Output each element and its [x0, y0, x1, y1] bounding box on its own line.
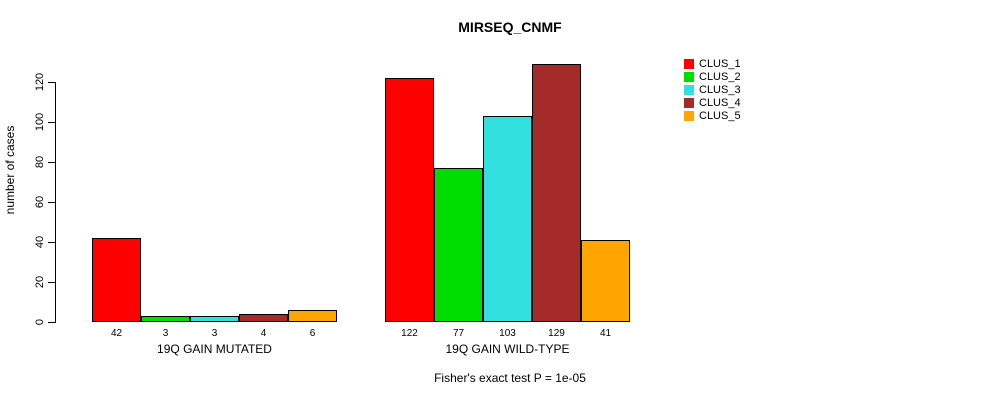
y-axis-tick-label: 40	[34, 235, 46, 249]
legend: CLUS_1 CLUS_2 CLUS_3 CLUS_4 CLUS_5	[684, 57, 741, 122]
legend-swatch	[684, 110, 694, 121]
legend-swatch	[684, 71, 694, 82]
y-axis-line	[55, 82, 56, 323]
y-axis-tick-label: 0	[34, 318, 46, 326]
bar-value-label: 41	[599, 328, 612, 339]
bar-value-label: 3	[211, 328, 218, 339]
chart-title: MIRSEQ_CNMF	[458, 19, 562, 35]
legend-item: CLUS_2	[684, 70, 741, 83]
legend-label: CLUS_5	[699, 109, 741, 122]
bar-clus_3-group2	[483, 116, 532, 322]
legend-label: CLUS_3	[699, 83, 741, 96]
bar-value-label: 122	[401, 328, 418, 339]
bar-clus_4-group2	[532, 64, 581, 322]
y-axis-tick-label: 20	[34, 275, 46, 289]
footnote: Fisher's exact test P = 1e-05	[434, 371, 586, 385]
legend-item: CLUS_1	[684, 57, 741, 70]
bar-value-label: 77	[452, 328, 465, 339]
bar-clus_5-group2	[581, 240, 630, 322]
legend-item: CLUS_5	[684, 109, 741, 122]
y-axis-tick	[48, 322, 55, 323]
bar-value-label: 6	[309, 328, 316, 339]
bar-clus_4-group1	[239, 314, 288, 322]
y-axis-tick	[48, 282, 55, 283]
bar-clus_3-group1	[190, 316, 239, 322]
bar-value-label: 42	[110, 328, 123, 339]
legend-swatch	[684, 84, 694, 95]
legend-swatch	[684, 58, 694, 69]
legend-item: CLUS_4	[684, 96, 741, 109]
y-axis-tick	[48, 242, 55, 243]
legend-label: CLUS_1	[699, 57, 741, 70]
y-axis-tick	[48, 162, 55, 163]
bar-value-label: 103	[499, 328, 516, 339]
legend-swatch	[684, 97, 694, 108]
group-label: 19Q GAIN MUTATED	[157, 342, 272, 356]
y-axis-tick	[48, 122, 55, 123]
bar-value-label: 3	[162, 328, 169, 339]
legend-label: CLUS_4	[699, 96, 741, 109]
bar-clus_1-group1	[92, 238, 141, 322]
y-axis-tick-label: 80	[34, 155, 46, 169]
y-axis-tick	[48, 82, 55, 83]
y-axis-tick-label: 120	[34, 72, 46, 92]
bar-value-label: 129	[548, 328, 565, 339]
legend-item: CLUS_3	[684, 83, 741, 96]
y-axis-tick-label: 60	[34, 195, 46, 209]
group-label: 19Q GAIN WILD-TYPE	[445, 342, 570, 356]
bar-clus_2-group2	[434, 168, 483, 322]
bar-clus_5-group1	[288, 310, 337, 322]
y-axis-label: number of cases	[3, 125, 17, 215]
bar-clus_2-group1	[141, 316, 190, 322]
y-axis-tick-label: 100	[34, 112, 46, 132]
y-axis-tick	[48, 202, 55, 203]
legend-label: CLUS_2	[699, 70, 741, 83]
bar-value-label: 4	[260, 328, 267, 339]
bar-clus_1-group2	[385, 78, 434, 322]
